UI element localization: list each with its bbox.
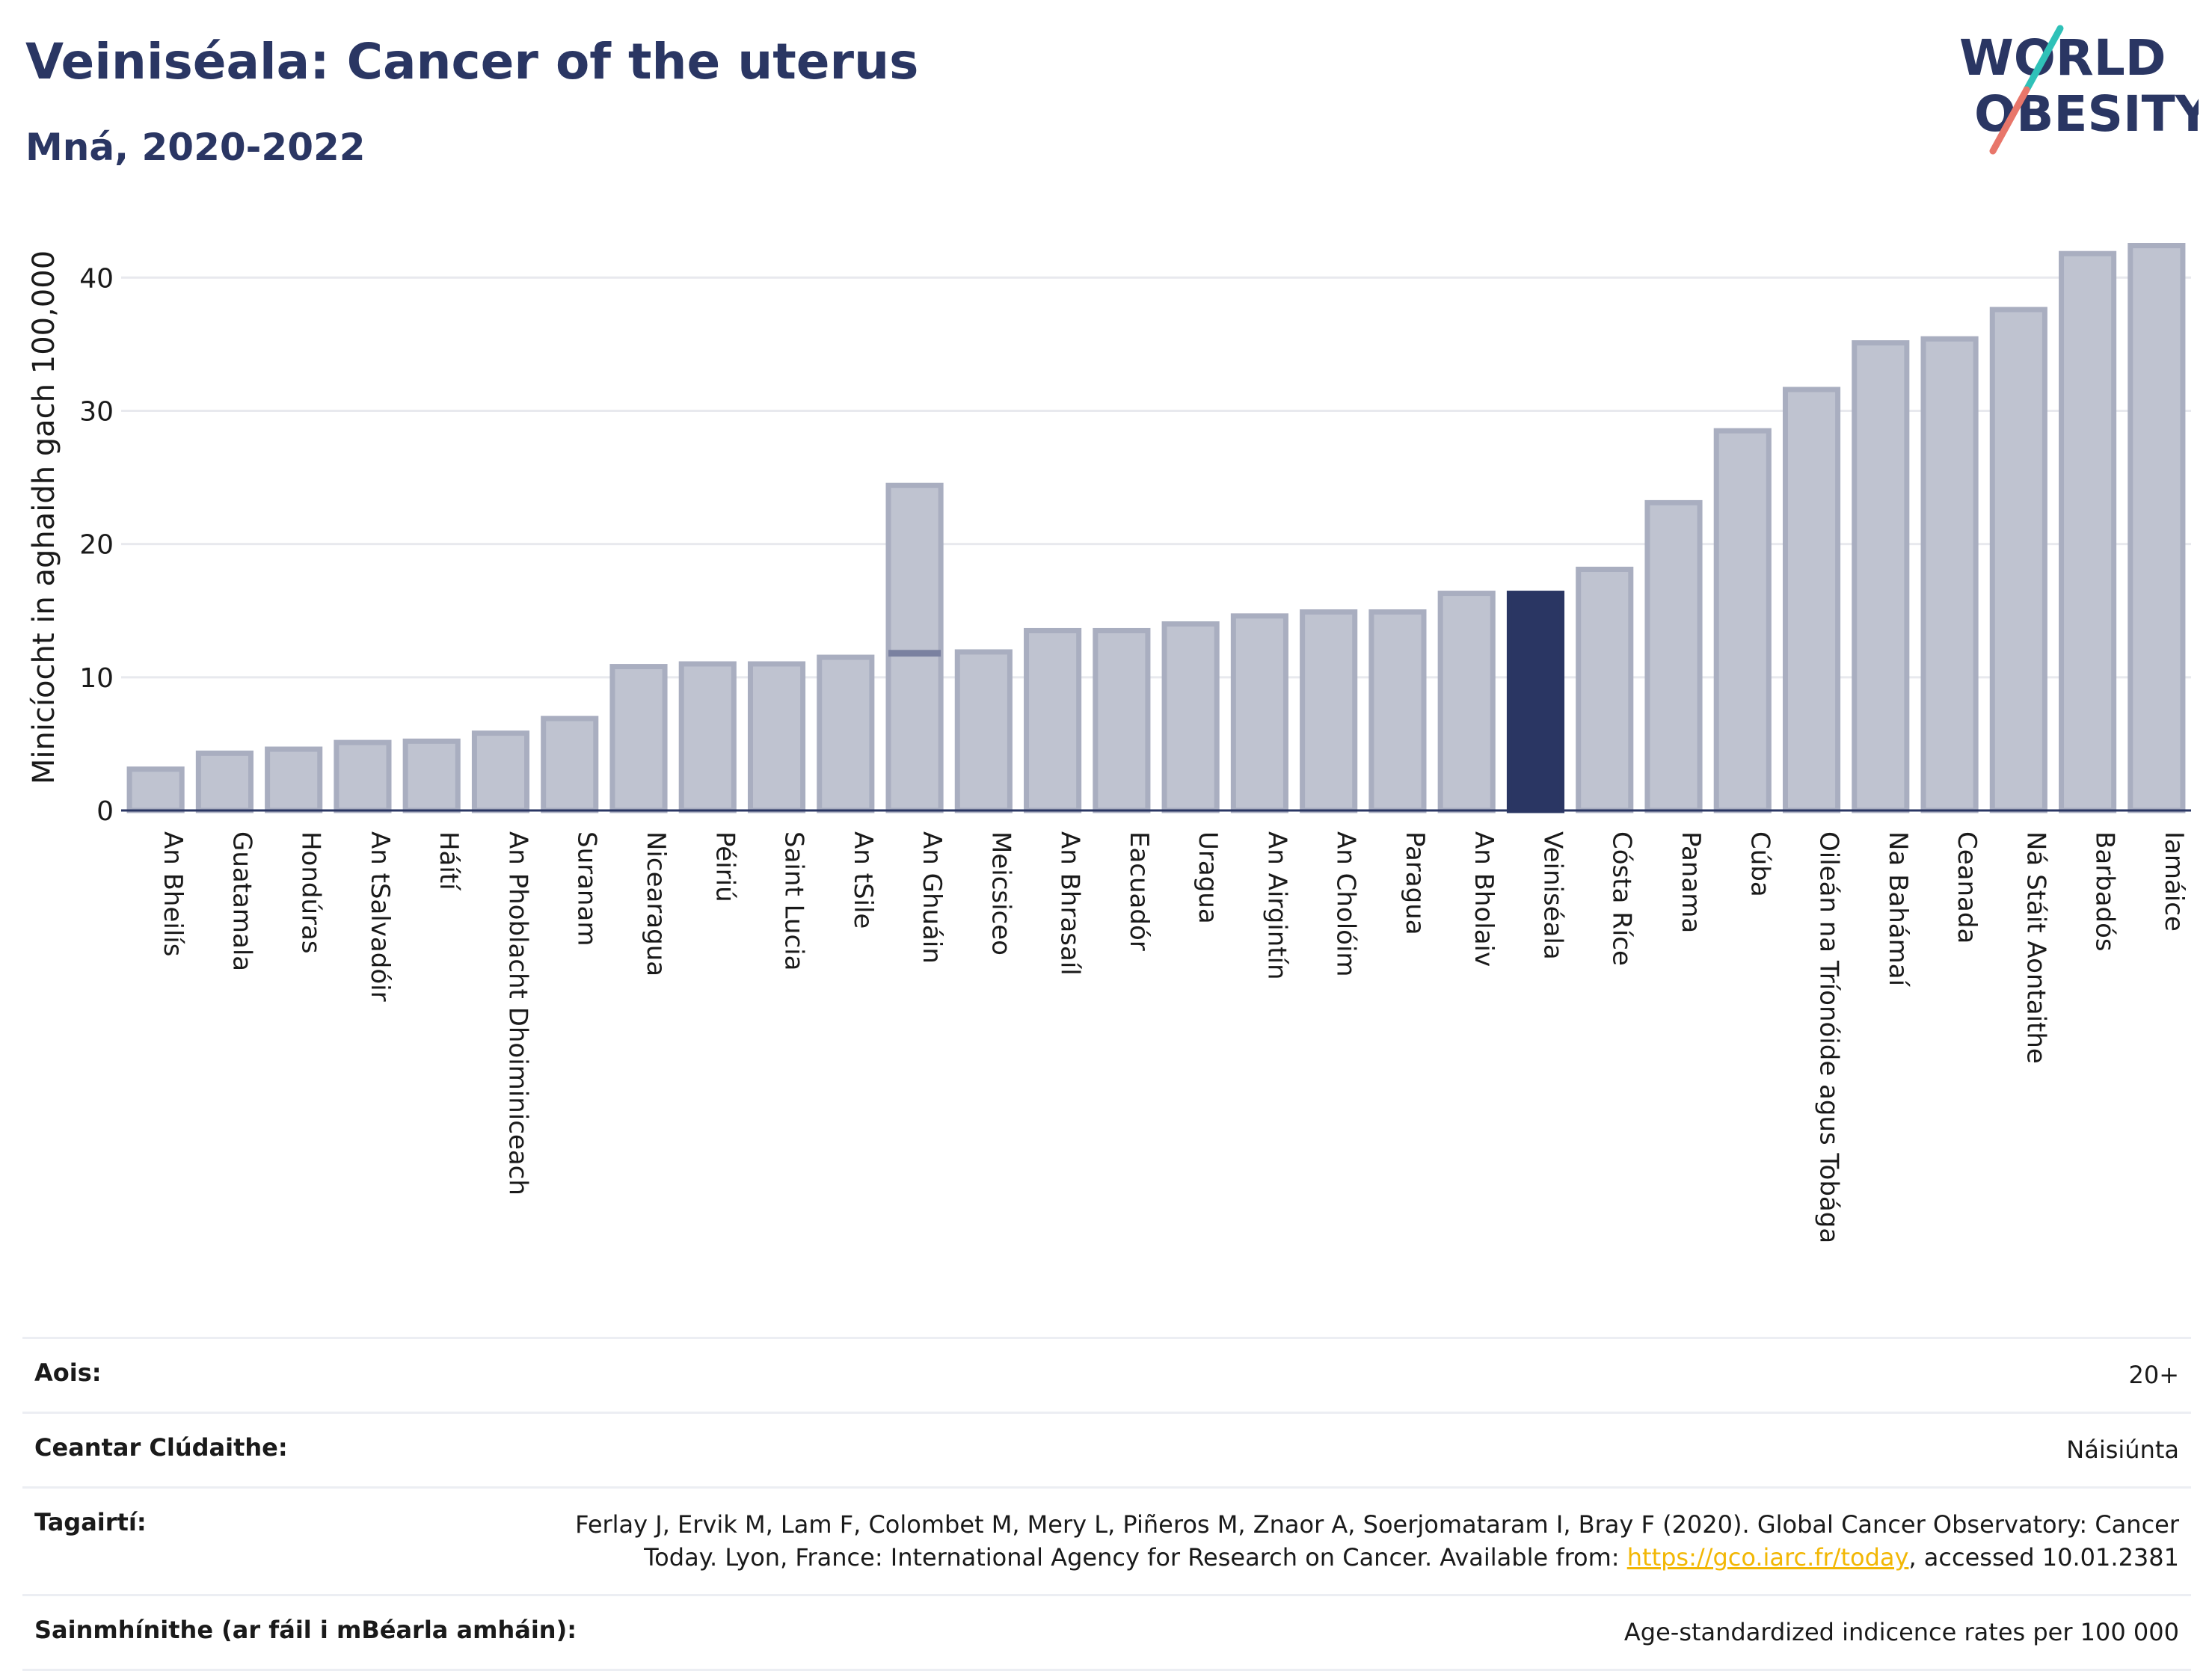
y-tick-label: 30 — [79, 396, 114, 427]
bar-17 — [1300, 609, 1358, 813]
bar-22 — [1644, 499, 1703, 813]
coverage-value: Náisiúnta — [2066, 1435, 2179, 1464]
references-label: Tagairtí: — [34, 1507, 147, 1536]
x-tick-label: Guatamala — [227, 831, 256, 971]
x-tick-label: An Cholóim — [1331, 831, 1361, 977]
y-tick-label: 0 — [96, 796, 114, 827]
bar-29 — [2127, 243, 2186, 813]
x-tick-label: An Phoblacht Dhoiminiceach — [503, 831, 532, 1195]
bar-7 — [609, 664, 668, 813]
x-tick-label: Oileán na Tríonóide agus Tobága — [1814, 831, 1844, 1243]
meta-row-references: Tagairtí: Ferlay J, Ervik M, Lam F, Colo… — [22, 1486, 2191, 1595]
world-obesity-logo: WORLD OBESITY — [1959, 25, 2199, 155]
bar-12 — [954, 649, 1013, 813]
bar-16 — [1230, 613, 1288, 813]
bar-24 — [1782, 387, 1841, 813]
x-tick-label: Eacuadór — [1124, 831, 1154, 951]
logo-line1: WORLD — [1959, 29, 2166, 87]
x-tick-label: Uragua — [1193, 831, 1223, 924]
references-link[interactable]: https://gco.iarc.fr/today — [1626, 1543, 1909, 1572]
x-tick-label: Hondúras — [296, 831, 326, 954]
bar-26 — [1920, 336, 1979, 813]
x-tick-label: Barbadós — [2090, 831, 2120, 952]
y-tick-labels: 0 10 20 30 40 — [79, 263, 114, 827]
bar-21 — [1576, 566, 1634, 813]
x-tick-label: Na Bahámaí — [1883, 831, 1913, 988]
bar-4 — [402, 738, 461, 813]
grid-lines — [121, 276, 2191, 679]
x-tick-label: Meicsiceo — [986, 831, 1016, 955]
y-tick-label: 10 — [79, 663, 114, 694]
bar-10 — [817, 654, 875, 813]
references-line2-post: , accessed 10.01.2381 — [1908, 1543, 2179, 1572]
x-tick-label: Iamáice — [2159, 831, 2189, 932]
logo-slash-teal — [2023, 25, 2064, 93]
bar-1 — [195, 750, 254, 813]
references-line2-pre: Today. Lyon, France: International Agenc… — [644, 1543, 1627, 1572]
bar-25 — [1852, 340, 1910, 813]
bar-18 — [1368, 609, 1427, 813]
x-tick-label: Péiriú — [710, 831, 740, 902]
bar-2 — [265, 746, 323, 813]
y-tick-label: 20 — [79, 530, 114, 561]
bar-13 — [1024, 627, 1082, 813]
x-tick-labels: An Bheilís Guatamala Hondúras An tSalvadóir… — [158, 831, 2189, 1243]
chart-subtitle: Mná, 2020-2022 — [25, 126, 366, 169]
age-label: Aois: — [34, 1358, 102, 1387]
x-tick-label: An Bhrasaíl — [1055, 831, 1085, 976]
x-tick-label: An Airgintín — [1262, 831, 1291, 980]
coverage-label: Ceantar Clúdaithe: — [34, 1432, 288, 1462]
x-tick-label: Ceanada — [1952, 831, 1982, 944]
x-tick-label: Panama — [1676, 831, 1706, 933]
bar-28 — [2059, 250, 2117, 813]
x-tick-label: Paragua — [1400, 831, 1430, 935]
bar-8 — [678, 661, 737, 813]
x-tick-label: Veiniséala — [1537, 831, 1567, 960]
x-tick-label: Cósta Ríce — [1607, 831, 1637, 966]
meta-row-coverage: Ceantar Clúdaithe: Náisiúnta — [22, 1411, 2191, 1486]
x-tick-label: Saint Lucia — [779, 831, 809, 970]
x-tick-label: An Bheilís — [158, 831, 188, 956]
x-tick-label: An Ghuáin — [917, 831, 947, 964]
bar-23 — [1713, 428, 1772, 813]
age-value: 20+ — [2128, 1361, 2179, 1389]
chart-title: Veiniséala: Cancer of the uterus — [25, 33, 919, 90]
bar-9 — [747, 661, 806, 813]
x-tick-label: Cúba — [1745, 831, 1775, 897]
bar-11 — [885, 482, 944, 813]
meta-row-age: Aois: 20+ — [22, 1337, 2191, 1412]
references-value: Ferlay J, Ervik M, Lam F, Colombet M, Me… — [575, 1508, 2179, 1575]
definitions-label: Sainmhínithe (ar fáil i mBéarla amháin): — [34, 1616, 577, 1645]
x-tick-label: Nicearagua — [641, 831, 671, 976]
bar-15 — [1161, 621, 1220, 813]
y-tick-label: 40 — [79, 263, 114, 294]
bar-20 — [1506, 591, 1565, 813]
definitions-value: Age-standardized indicence rates per 100… — [1623, 1618, 2179, 1647]
metadata-table: Aois: 20+ Ceantar Clúdaithe: Náisiúnta T… — [22, 1337, 2191, 1671]
y-axis-label: Minicíocht in aghaidh gach 100,000 — [27, 250, 61, 784]
references-line1: Ferlay J, Ervik M, Lam F, Colombet M, Me… — [575, 1510, 2179, 1539]
x-tick-label: Háítí — [434, 831, 464, 891]
bar-3 — [334, 739, 392, 813]
logo-slash-coral — [1989, 86, 2030, 155]
bar-0 — [126, 766, 185, 813]
bar-6 — [541, 716, 599, 813]
x-tick-label: An tSalvadóir — [365, 831, 395, 1002]
bar-19 — [1437, 591, 1496, 813]
bar-27 — [1989, 307, 2047, 813]
x-tick-label: An Bholaiv — [1469, 831, 1499, 967]
bar-14 — [1093, 627, 1151, 813]
x-tick-label: Suranam — [572, 831, 602, 946]
bars — [126, 243, 2186, 813]
x-tick-label: An tSile — [848, 831, 878, 929]
x-tick-label: Ná Stáit Aontaithe — [2021, 831, 2050, 1064]
bar-5 — [471, 730, 530, 813]
meta-row-definitions: Sainmhínithe (ar fáil i mBéarla amháin):… — [22, 1594, 2191, 1671]
